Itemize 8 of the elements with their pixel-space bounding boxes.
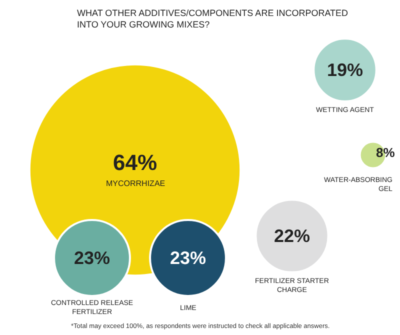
data-label: 22%: [274, 226, 310, 246]
data-label: 23%: [74, 248, 110, 268]
data-label: 8%: [376, 145, 396, 160]
category-label: MYCORRHIZAE: [106, 179, 166, 188]
data-label: 23%: [170, 248, 206, 268]
data-label: 19%: [327, 60, 364, 80]
data-label: 64%: [113, 150, 158, 175]
text: WHAT OTHER ADDITIVES/COMPONENTS ARE INCORPORATED INTO YOUR GROWING MIXES?: [77, 8, 349, 30]
